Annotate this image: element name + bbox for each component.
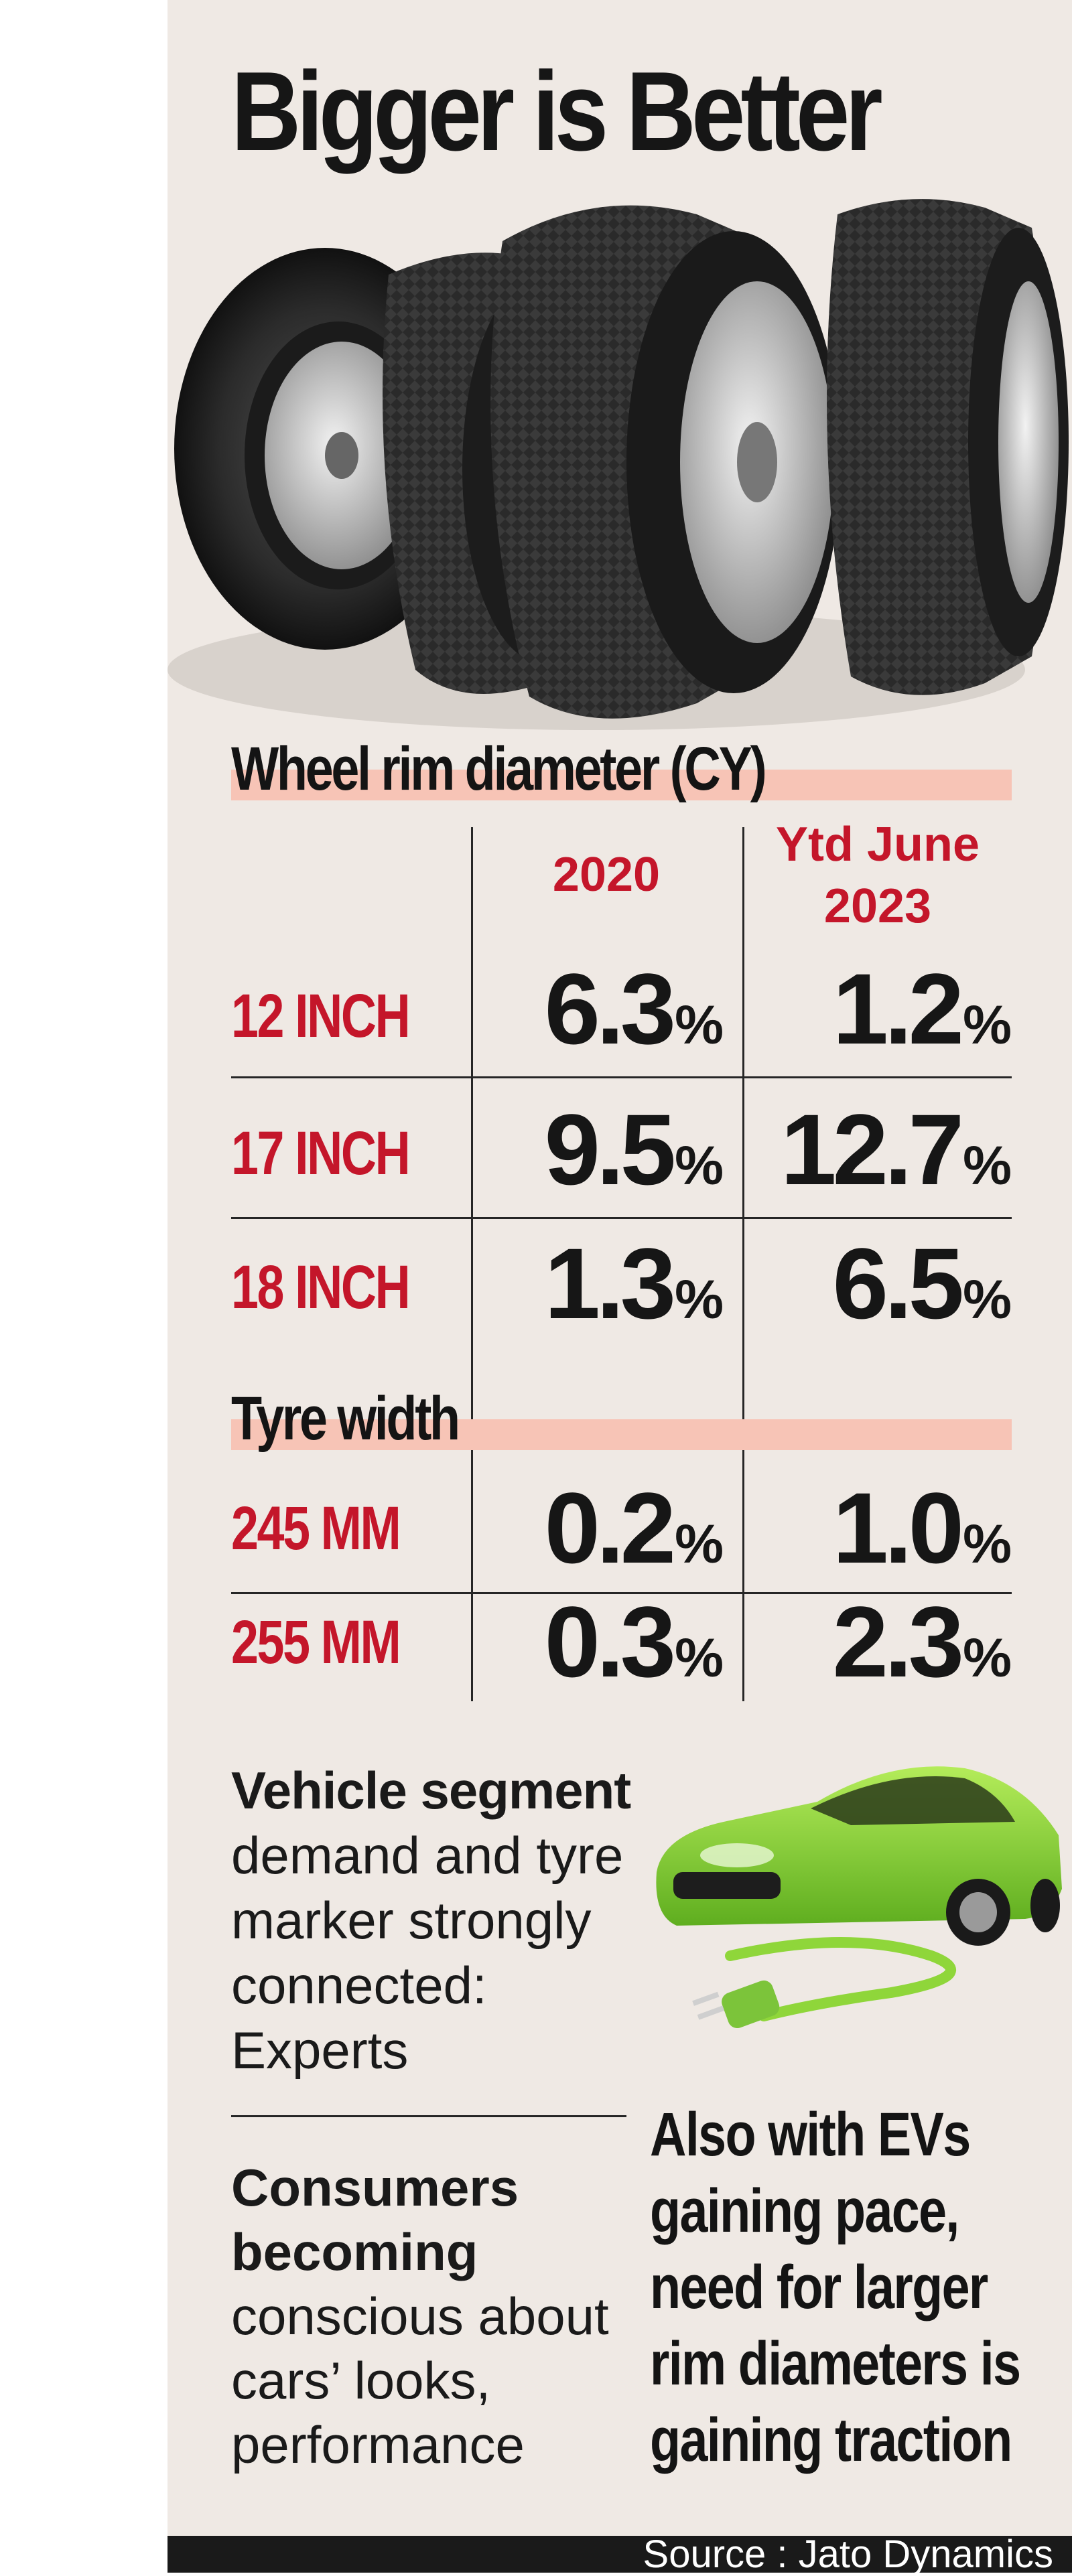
tyre-width-heading: Tyre width — [231, 1384, 1012, 1457]
ev-note: Also with EVs gaining pace, need for lar… — [650, 2096, 1025, 2478]
ev-note-line: rim diameters is — [650, 2330, 1021, 2398]
heading-highlight — [231, 770, 1012, 800]
value-255-mm-2020: 0.3% — [544, 1585, 724, 1698]
column-header-ytd-2023: Ytd June 2023 — [775, 818, 980, 933]
tyres-illustration — [168, 199, 1069, 730]
ev-note-line: gaining pace, — [650, 2177, 959, 2245]
page-title: Bigger is Better — [231, 48, 883, 174]
infographic-panel: Bigger is Better — [168, 0, 1072, 2573]
row-label-18-inch: 18 INCH — [231, 1253, 411, 1321]
ev-note-line: need for larger — [650, 2253, 988, 2321]
row-divider — [231, 1592, 1012, 1594]
value-18-inch-2023: 6.5% — [832, 1227, 1012, 1340]
ev-note-line: Also with EVs — [650, 2100, 971, 2169]
charging-plug-icon — [692, 1980, 780, 2029]
row-label-245-mm: 245 MM — [231, 1494, 401, 1563]
green-ev-car-illustration — [656, 1766, 1062, 2029]
value-12-inch-2023: 1.2% — [832, 952, 1012, 1065]
column-divider — [471, 827, 473, 1701]
value-18-inch-2020: 1.3% — [544, 1227, 724, 1340]
heading-highlight — [231, 1419, 1012, 1450]
row-label-17-inch: 17 INCH — [231, 1119, 411, 1188]
consumer-note-text: conscious about cars’ looks, performance — [231, 2287, 609, 2474]
vehicle-note-lead: Vehicle segment — [231, 1761, 631, 1820]
column-header-2020: 2020 — [552, 848, 661, 902]
row-divider — [231, 1076, 1012, 1078]
vehicle-segment-note: Vehicle segment demand and tyre marker s… — [231, 1758, 660, 2083]
value-17-inch-2020: 9.5% — [544, 1093, 724, 1206]
notes-divider — [231, 2115, 626, 2117]
ev-note-line: gaining traction — [650, 2406, 1012, 2474]
value-12-inch-2020: 6.3% — [544, 952, 724, 1065]
value-17-inch-2023: 12.7% — [781, 1093, 1012, 1206]
column-divider — [742, 827, 744, 1701]
value-255-mm-2023: 2.3% — [832, 1585, 1012, 1698]
vehicle-note-text: demand and tyre marker strongly connecte… — [231, 1826, 624, 2080]
source-footer: Source : Jato Dynamics — [168, 2532, 1072, 2576]
row-label-255-mm: 255 MM — [231, 1608, 401, 1676]
value-245-mm-2023: 1.0% — [832, 1472, 1012, 1584]
value-245-mm-2020: 0.2% — [544, 1472, 724, 1584]
rim-section-heading: Wheel rim diameter (CY) — [231, 735, 1012, 807]
consumer-note-lead: Consumers becoming — [231, 2158, 519, 2281]
consumer-note: Consumers becoming conscious about cars’… — [231, 2155, 647, 2477]
row-divider — [231, 1217, 1012, 1219]
source-credit: Source : Jato Dynamics — [643, 2532, 1053, 2576]
row-label-12-inch: 12 INCH — [231, 982, 411, 1050]
